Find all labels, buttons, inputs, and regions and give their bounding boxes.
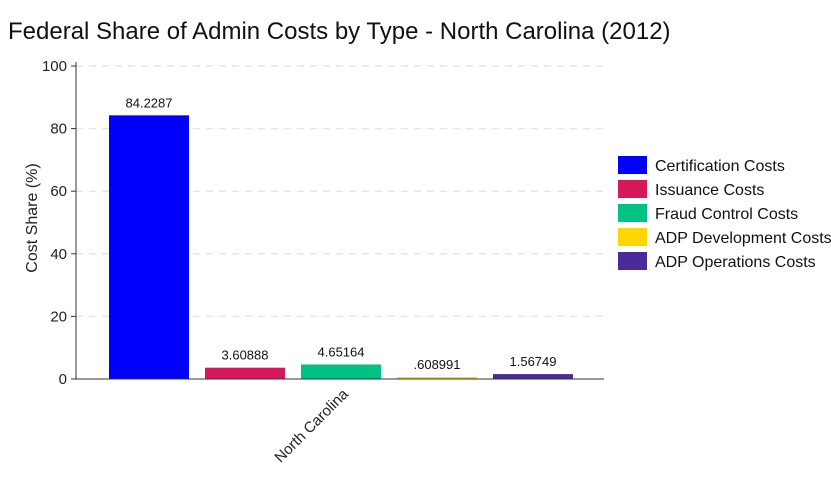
bar [301, 364, 381, 379]
data-label: 3.60888 [222, 348, 269, 363]
legend-swatch [618, 252, 647, 270]
legend-label: Certification Costs [655, 158, 785, 175]
y-tick-label: 0 [59, 371, 67, 388]
bar [397, 377, 477, 379]
chart-title: Federal Share of Admin Costs by Type - N… [8, 18, 671, 45]
legend-swatch [618, 180, 647, 198]
legend-swatch [618, 228, 647, 246]
y-tick-label: 80 [50, 121, 67, 138]
legend-label: Issuance Costs [655, 182, 764, 199]
data-label: .608991 [414, 357, 461, 372]
bar [205, 367, 285, 379]
y-tick-label: 40 [50, 246, 67, 263]
legend-swatch [618, 204, 647, 222]
bar [493, 374, 573, 379]
data-label: 1.56749 [510, 354, 557, 369]
y-tick-label: 20 [50, 308, 67, 325]
legend-label: ADP Development Costs [655, 230, 831, 247]
legend: Certification Costs Issuance Costs Fraud C… [618, 156, 831, 271]
y-axis-title: Cost Share (%) [24, 163, 41, 272]
bars: 84.2287 3.60888 4.65164 .608991 1.56749 [109, 95, 573, 379]
legend-label: Fraud Control Costs [655, 206, 798, 223]
bar [109, 115, 189, 379]
y-tick-label: 60 [50, 183, 67, 200]
x-tick-label: North Carolina [271, 385, 352, 466]
legend-label: ADP Operations Costs [655, 254, 816, 271]
gridlines [76, 65, 604, 318]
data-label: 4.65164 [318, 344, 365, 359]
legend-swatch [618, 156, 647, 174]
data-label: 84.2287 [126, 95, 173, 110]
y-tick-label: 100 [42, 58, 67, 75]
